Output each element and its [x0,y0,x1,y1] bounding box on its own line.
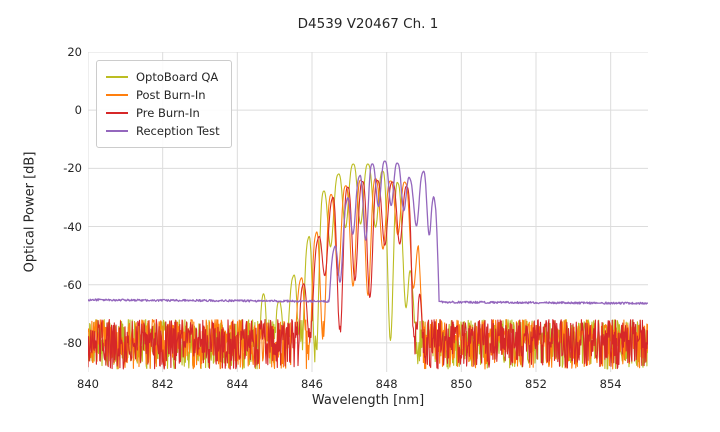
x-tick-label: 840 [77,377,99,391]
legend: OptoBoard QA Post Burn-In Pre Burn-In Recep… [96,60,232,148]
y-tick-label: -80 [63,335,82,350]
legend-line-swatch [106,94,128,96]
legend-item-pre-burn-in: Pre Burn-In [106,104,220,122]
x-tick-label: 848 [375,377,398,391]
legend-line-swatch [106,112,128,114]
y-tick-label: 0 [74,103,82,118]
x-tick-label: 852 [525,377,547,391]
legend-line-swatch [106,130,128,132]
spectrum-plot [88,52,648,372]
legend-item-post-burn-in: Post Burn-In [106,86,220,104]
legend-label: OptoBoard QA [136,70,219,84]
legend-label: Pre Burn-In [136,106,200,120]
x-tick-label: 844 [226,377,249,391]
y-tick-label: -60 [63,277,82,292]
legend-label: Reception Test [136,124,220,138]
legend-item-reception-test: Reception Test [106,122,220,140]
y-tick-label: -40 [63,219,82,234]
x-tick-label: 842 [151,377,174,391]
y-tick-label: -20 [63,161,82,176]
x-axis-label: Wavelength [nm] [311,393,425,408]
legend-line-swatch [106,76,128,78]
chart-title: D4539 V20467 Ch. 1 [297,16,439,32]
y-axis-label: Optical Power [dB] [22,151,38,273]
x-tick-label: 846 [301,377,323,391]
x-tick-label: 854 [599,377,622,391]
y-tick-label: 20 [67,45,82,59]
series-line-reception-test [88,160,648,305]
legend-label: Post Burn-In [136,88,206,102]
series-line-pre-burn-in [88,179,648,370]
plot-area: OptoBoard QA Post Burn-In Pre Burn-In Recep… [88,52,648,372]
legend-item-optoboard-qa: OptoBoard QA [106,68,220,86]
x-tick-label: 850 [450,377,473,391]
